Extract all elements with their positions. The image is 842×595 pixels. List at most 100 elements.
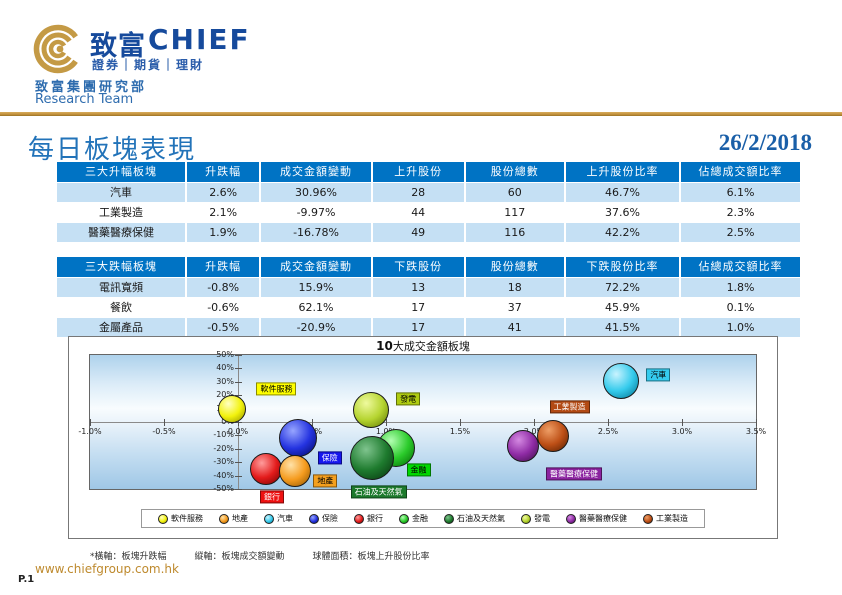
bubble-property bbox=[279, 455, 312, 488]
y-tick-label: -40% bbox=[213, 470, 234, 480]
bubble-chart: 10大成交金額板塊 50%40%30%20%10%0%-10%-20%-30%-… bbox=[68, 336, 778, 539]
x-tick-mark bbox=[312, 419, 313, 426]
y-tick-label: -20% bbox=[213, 443, 234, 453]
legend-marker-software-services bbox=[158, 513, 168, 524]
y-tick-label: -10% bbox=[213, 430, 234, 440]
table-cell: -0.8% bbox=[187, 277, 262, 297]
table-cell: 49 bbox=[372, 222, 466, 242]
column-header: 上升股份 bbox=[372, 162, 466, 182]
x-tick-mark bbox=[682, 419, 683, 426]
legend-item-healthcare: 醫藥醫療保健 bbox=[566, 513, 627, 524]
bubble-label-healthcare: 醫藥醫療保健 bbox=[545, 467, 602, 481]
legend-marker-banking bbox=[354, 513, 364, 524]
department-name: 致富集團研究部 bbox=[35, 80, 148, 95]
legend-marker-property bbox=[219, 513, 229, 524]
table-cell: 117 bbox=[465, 202, 566, 222]
legend-item-oil-gas: 石油及天然氣 bbox=[444, 513, 505, 524]
y-tick-mark bbox=[235, 489, 242, 490]
bubble-label-banking: 銀行 bbox=[260, 490, 285, 504]
bubble-label-software-services: 軟件服務 bbox=[256, 381, 297, 396]
x-tick-label: 3.5% bbox=[745, 427, 767, 436]
bubble-insurance bbox=[279, 418, 318, 457]
table-cell: 1.9% bbox=[187, 222, 262, 242]
table-cell: 13 bbox=[372, 277, 466, 297]
table-cell: -0.6% bbox=[187, 297, 262, 317]
y-tick-label: 50% bbox=[216, 350, 234, 359]
legend-item-financials: 金融 bbox=[399, 513, 428, 524]
legend-marker-oil-gas bbox=[444, 513, 454, 524]
chart-title: 10大成交金額板塊 bbox=[376, 339, 470, 353]
x-tick-label: 1.5% bbox=[449, 427, 471, 436]
y-tick-mark bbox=[235, 475, 242, 477]
table-cell: 44 bbox=[372, 202, 466, 222]
bubble-software-services bbox=[217, 394, 246, 423]
y-tick-label: 40% bbox=[216, 363, 234, 373]
bubble-banking bbox=[249, 453, 282, 486]
bubble-label-industrials: 工業製造 bbox=[549, 400, 590, 414]
table-cell: 45.9% bbox=[565, 297, 682, 317]
table-cell: 42.2% bbox=[565, 222, 682, 242]
table-cell: 餐飲 bbox=[57, 297, 188, 317]
y-tick-label: 30% bbox=[216, 376, 234, 386]
x-axis-line bbox=[90, 422, 756, 423]
legend-label-automobile: 汽車 bbox=[277, 514, 293, 523]
table-cell: 1.0% bbox=[681, 317, 800, 337]
table-cell: 46.7% bbox=[565, 182, 682, 202]
legend-label-financials: 金融 bbox=[412, 514, 428, 523]
table-cell: -0.5% bbox=[187, 317, 262, 337]
table-cell: 電訊寬頻 bbox=[57, 277, 188, 297]
bubble-automobile bbox=[602, 363, 639, 400]
x-tick-mark bbox=[756, 419, 757, 426]
column-header: 上升股份比率 bbox=[565, 162, 682, 182]
legend-label-oil-gas: 石油及天然氣 bbox=[457, 514, 505, 523]
legend-marker-power bbox=[521, 513, 531, 524]
table-cell: 18 bbox=[465, 277, 566, 297]
table-cell: -16.78% bbox=[261, 222, 373, 242]
legend-marker-financials bbox=[399, 513, 409, 524]
table-cell: 2.3% bbox=[681, 202, 800, 222]
table-cell: 2.6% bbox=[187, 182, 262, 202]
table-cell: 28 bbox=[372, 182, 466, 202]
table-cell: 116 bbox=[465, 222, 566, 242]
y-tick-mark bbox=[235, 462, 242, 464]
table-cell: 30.96% bbox=[261, 182, 373, 202]
table-cell: 6.1% bbox=[681, 182, 800, 202]
y-tick-mark bbox=[235, 381, 242, 383]
legend-label-insurance: 保險 bbox=[322, 514, 338, 523]
x-tick-mark bbox=[460, 419, 461, 426]
footnote-bubble-area: 球體面積：板塊上升股份比率 bbox=[312, 552, 430, 562]
x-tick-label: -0.5% bbox=[152, 427, 176, 436]
table-row: 金屬產品 -0.5% -20.9% 17 41 41.5% 1.0% bbox=[57, 317, 800, 337]
legend-item-banking: 銀行 bbox=[354, 513, 383, 524]
table-cell: 41 bbox=[465, 317, 566, 337]
table-cell: 17 bbox=[372, 297, 466, 317]
column-header: 成交金額變動 bbox=[261, 162, 373, 182]
column-header: 成交金額變動 bbox=[261, 257, 373, 277]
table-cell: 17 bbox=[372, 317, 466, 337]
bubble-label-insurance: 保險 bbox=[317, 451, 342, 465]
losers-table: 三大跌幅板塊 升跌幅 成交金額變動 下跌股份 股份總數 下跌股份比率 佔總成交額比率 電訊寬頻… bbox=[57, 257, 800, 337]
column-header: 佔總成交額比率 bbox=[681, 162, 800, 182]
legend-marker-automobile bbox=[264, 513, 274, 524]
y-tick-mark bbox=[235, 435, 242, 437]
legend-label-property: 地產 bbox=[232, 514, 248, 523]
column-header: 下跌股份 bbox=[372, 257, 466, 277]
legend-label-software-services: 軟件服務 bbox=[171, 514, 203, 523]
bubble-oil-gas bbox=[350, 435, 395, 480]
table-row: 餐飲 -0.6% 62.1% 17 37 45.9% 0.1% bbox=[57, 297, 800, 317]
website-link[interactable]: www.chiefgroup.com.hk bbox=[35, 562, 179, 576]
column-header: 三大跌幅板塊 bbox=[57, 257, 188, 277]
x-tick-mark bbox=[386, 419, 387, 426]
table-row: 電訊寬頻 -0.8% 15.9% 13 18 72.2% 1.8% bbox=[57, 277, 800, 297]
footnote-x-axis: *橫軸：板塊升跌幅 bbox=[90, 552, 167, 562]
table-cell: 37.6% bbox=[565, 202, 682, 222]
x-tick-label: 0.0% bbox=[227, 427, 249, 436]
table-row: 醫藥醫療保健 1.9% -16.78% 49 116 42.2% 2.5% bbox=[57, 222, 800, 242]
department-name-en: Research Team bbox=[35, 92, 134, 107]
table-cell: 金屬產品 bbox=[57, 317, 188, 337]
bubble-label-financials: 金融 bbox=[406, 463, 431, 477]
gainers-table: 三大升幅板塊 升跌幅 成交金額變動 上升股份 股份總數 上升股份比率 佔總成交額比率 汽車 2.… bbox=[57, 162, 800, 242]
y-tick-mark bbox=[235, 368, 242, 370]
column-header: 下跌股份比率 bbox=[565, 257, 682, 277]
